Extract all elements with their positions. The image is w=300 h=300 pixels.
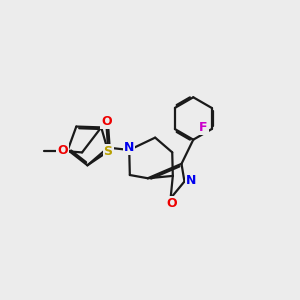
Text: O: O [101, 115, 112, 128]
Text: F: F [199, 121, 208, 134]
Text: N: N [124, 140, 134, 154]
Text: N: N [186, 173, 196, 187]
Text: S: S [103, 145, 112, 158]
Text: O: O [167, 197, 177, 210]
Text: O: O [57, 145, 68, 158]
